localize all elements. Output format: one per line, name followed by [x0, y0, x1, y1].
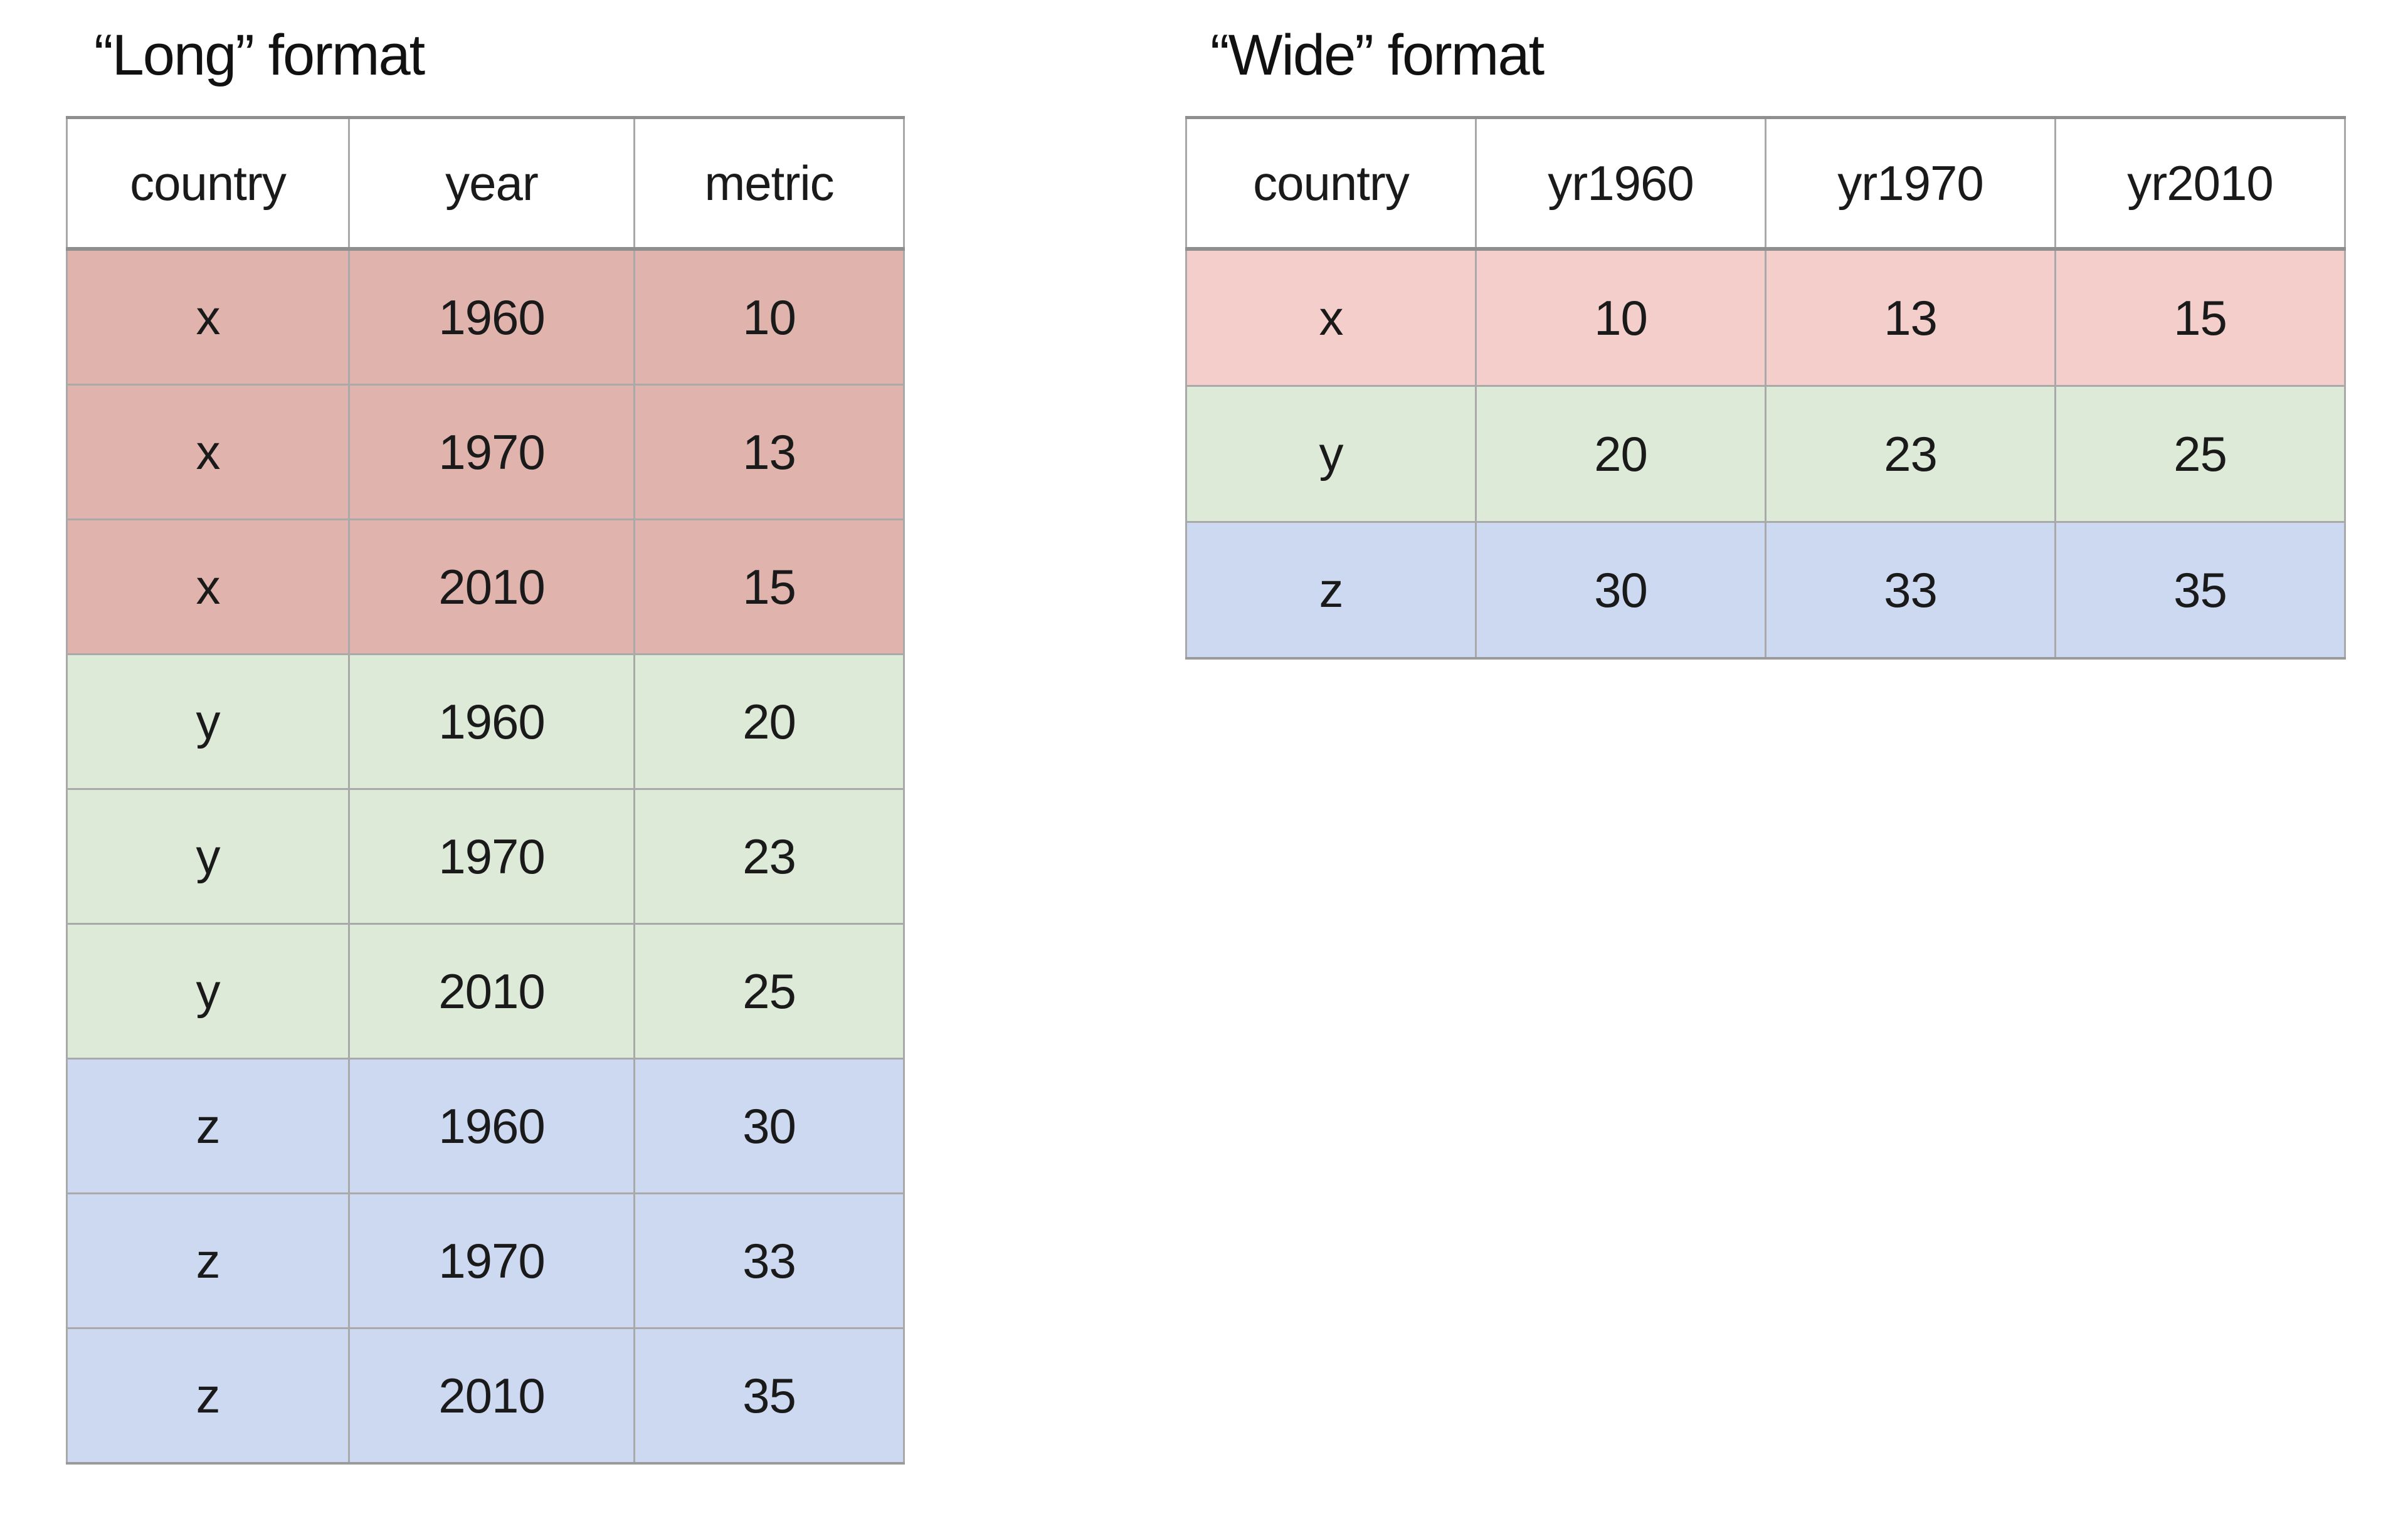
table-cell: 1960	[348, 248, 635, 386]
long-format-title: “Long” format	[94, 23, 425, 87]
table-cell: z	[66, 1327, 350, 1465]
table-cell: 2010	[348, 1327, 635, 1465]
table-cell: 1960	[348, 653, 635, 790]
wide-table-row-x-0: x 10 13 15	[1185, 248, 2346, 387]
table-cell: 30	[1475, 521, 1766, 660]
wide-column-header-yr1960: yr1960	[1475, 116, 1766, 251]
long-table-row-z-6: z 1960 30	[66, 1058, 905, 1194]
table-cell: z	[66, 1058, 350, 1194]
long-column-header-country: country	[66, 116, 350, 251]
long-table-row-x-1: x 1970 13	[66, 384, 905, 520]
long-table-row-y-3: y 1960 20	[66, 653, 905, 790]
wide-format-title: “Wide” format	[1210, 23, 1545, 87]
table-cell: x	[66, 384, 350, 520]
wide-table-header-row: country yr1960 yr1970 yr2010	[1185, 116, 2346, 251]
table-cell: y	[66, 788, 350, 925]
table-cell: 2010	[348, 518, 635, 655]
table-cell: 20	[1475, 385, 1766, 523]
table-cell: z	[66, 1192, 350, 1329]
table-cell: 10	[633, 248, 905, 386]
table-cell: 33	[633, 1192, 905, 1329]
long-table-row-y-5: y 2010 25	[66, 923, 905, 1060]
long-table-row-x-2: x 2010 15	[66, 518, 905, 655]
table-cell: y	[66, 653, 350, 790]
table-cell: 23	[633, 788, 905, 925]
table-cell: 25	[633, 923, 905, 1060]
table-cell: 30	[633, 1058, 905, 1194]
long-table-row-z-8: z 2010 35	[66, 1327, 905, 1465]
wide-column-header-country: country	[1185, 116, 1477, 251]
table-cell: y	[1185, 385, 1477, 523]
wide-table-body: x 10 13 15 y 20 23 25 z 30 33 35	[1185, 248, 2346, 660]
table-cell: z	[1185, 521, 1477, 660]
table-cell: x	[66, 248, 350, 386]
table-cell: 13	[633, 384, 905, 520]
long-table-row-y-4: y 1970 23	[66, 788, 905, 925]
long-table-row-z-7: z 1970 33	[66, 1192, 905, 1329]
table-cell: 15	[633, 518, 905, 655]
table-cell: 10	[1475, 248, 1766, 387]
table-cell: 1970	[348, 384, 635, 520]
long-table-header-row: country year metric	[66, 116, 905, 251]
wide-table-row-y-1: y 20 23 25	[1185, 385, 2346, 523]
table-cell: x	[66, 518, 350, 655]
table-cell: 33	[1765, 521, 2056, 660]
table-cell: y	[66, 923, 350, 1060]
table-cell: 35	[2054, 521, 2346, 660]
table-cell: 23	[1765, 385, 2056, 523]
wide-format-table: country yr1960 yr1970 yr2010 x 10 13 15 y 20 23 25…	[1185, 116, 2346, 660]
long-column-header-year: year	[348, 116, 635, 251]
table-cell: 20	[633, 653, 905, 790]
table-cell: 1970	[348, 788, 635, 925]
wide-table-row-z-2: z 30 33 35	[1185, 521, 2346, 660]
table-cell: 35	[633, 1327, 905, 1465]
long-table-row-x-0: x 1960 10	[66, 248, 905, 386]
table-cell: 2010	[348, 923, 635, 1060]
table-cell: 13	[1765, 248, 2056, 387]
table-cell: 1970	[348, 1192, 635, 1329]
table-cell: 15	[2054, 248, 2346, 387]
table-cell: x	[1185, 248, 1477, 387]
table-cell: 25	[2054, 385, 2346, 523]
table-cell: 1960	[348, 1058, 635, 1194]
wide-column-header-yr2010: yr2010	[2054, 116, 2346, 251]
wide-column-header-yr1970: yr1970	[1765, 116, 2056, 251]
long-format-table: country year metric x 1960 10 x 1970 13 x 2010 15 y…	[66, 116, 905, 1465]
long-column-header-metric: metric	[633, 116, 905, 251]
long-table-body: x 1960 10 x 1970 13 x 2010 15 y 1960 20 y 1970 23 y 2010…	[66, 248, 905, 1465]
